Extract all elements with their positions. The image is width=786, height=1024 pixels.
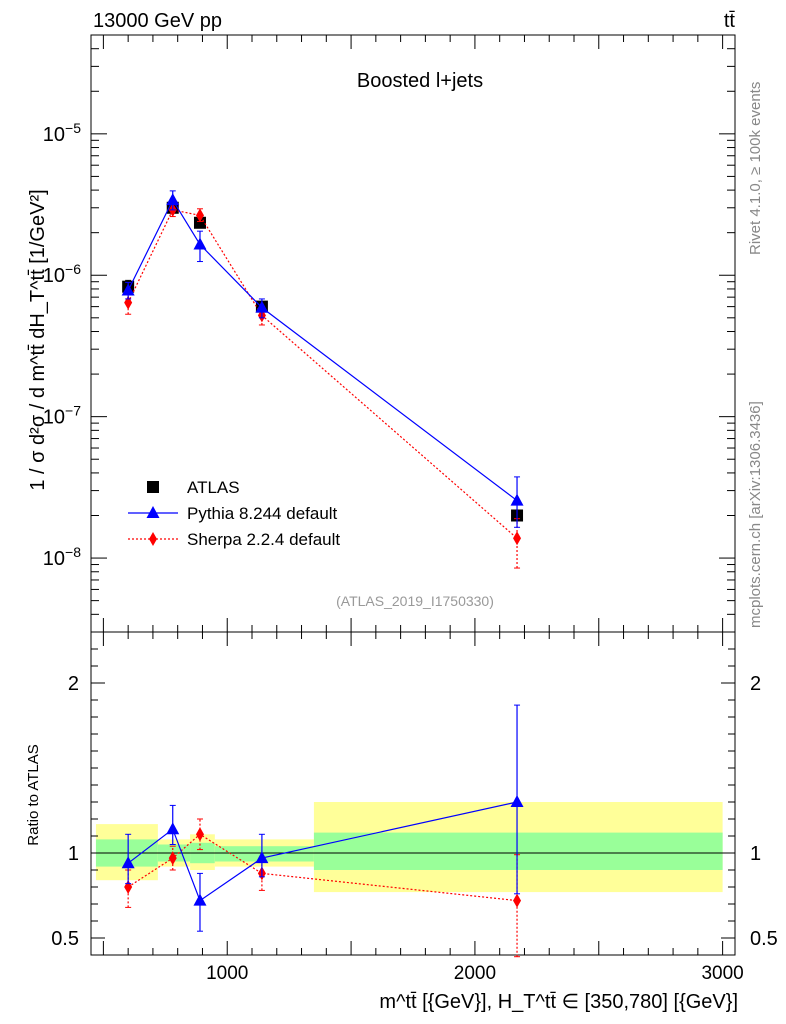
legend-marker-pythia [146,506,160,518]
header-right: tt̄ [724,10,736,32]
ratio-y-tick-label-right: 1 [750,843,761,865]
mcplots-label: mcplots.cern.ch [arXiv:1306.3436] [747,401,764,628]
rivet-label: Rivet 4.1.0, ≥ 100k events [747,82,764,255]
ratio-y-tick-label: 2 [68,673,79,695]
ratio-frame [90,631,736,956]
chart-title: Boosted l+jets [357,70,483,92]
pythia-point [121,283,135,296]
ratio-y-tick-label: 1 [68,843,79,865]
main-panel: 10−8 10−7 10−6 10−5 Boosted l+jets (ATLAS_201… [43,34,736,633]
y-tick-label: 10−6 [43,261,81,287]
x-tick-label: 3000 [701,963,743,984]
x-tick-label: 1000 [206,963,248,984]
pythia-point [166,193,180,206]
pythia-point [193,237,207,250]
legend-marker-sherpa [149,532,157,546]
ratio-y-tick-label: 0.5 [51,928,79,950]
ratio-y-tick-label-right: 2 [750,673,761,695]
pythia-point [255,300,269,313]
pythia-point [510,493,524,506]
pythia-point [193,893,207,906]
y-tick-label: 10−5 [43,120,81,146]
ratio-y-tick-label-right: 0.5 [750,928,778,950]
legend-label-sherpa: Sherpa 2.2.4 default [187,530,340,549]
sherpa-point [513,893,522,908]
pythia-point [166,822,180,835]
pythia-point [255,851,269,864]
main-ylabel: 1 / σ d²σ / d m^tt̄ dH_T^tt̄ [1/GeV²] [27,189,49,490]
header-left: 13000 GeV pp [93,10,222,32]
legend-label-atlas: ATLAS [187,478,240,497]
ratio-ylabel: Ratio to ATLAS [25,744,42,845]
y-tick-label: 10−7 [43,403,81,429]
sherpa-point [168,851,177,866]
pythia-point [121,856,135,869]
y-tick-label: 10−8 [43,544,81,570]
x-tick-label: 2000 [454,963,496,984]
uncertainty-band-green [313,832,723,870]
sherpa-line [127,209,518,539]
watermark: (ATLAS_2019_I1750330) [336,593,494,609]
sherpa-point [513,531,522,546]
uncertainty-band-green [214,846,314,862]
pythia-line [127,198,518,502]
sherpa-point [195,827,204,842]
ratio-panel: 1000 2000 3000 0.5 0.5 1 1 2 2 [51,631,778,984]
pythia-point [510,795,524,807]
x-axis-label: m^tt̄ [{GeV}], H_T^tt̄ ∈ [350,780] [{GeV… [379,991,738,1013]
legend-label-pythia: Pythia 8.244 default [187,504,338,523]
legend-marker-atlas [147,481,159,493]
sherpa-point [195,208,204,223]
